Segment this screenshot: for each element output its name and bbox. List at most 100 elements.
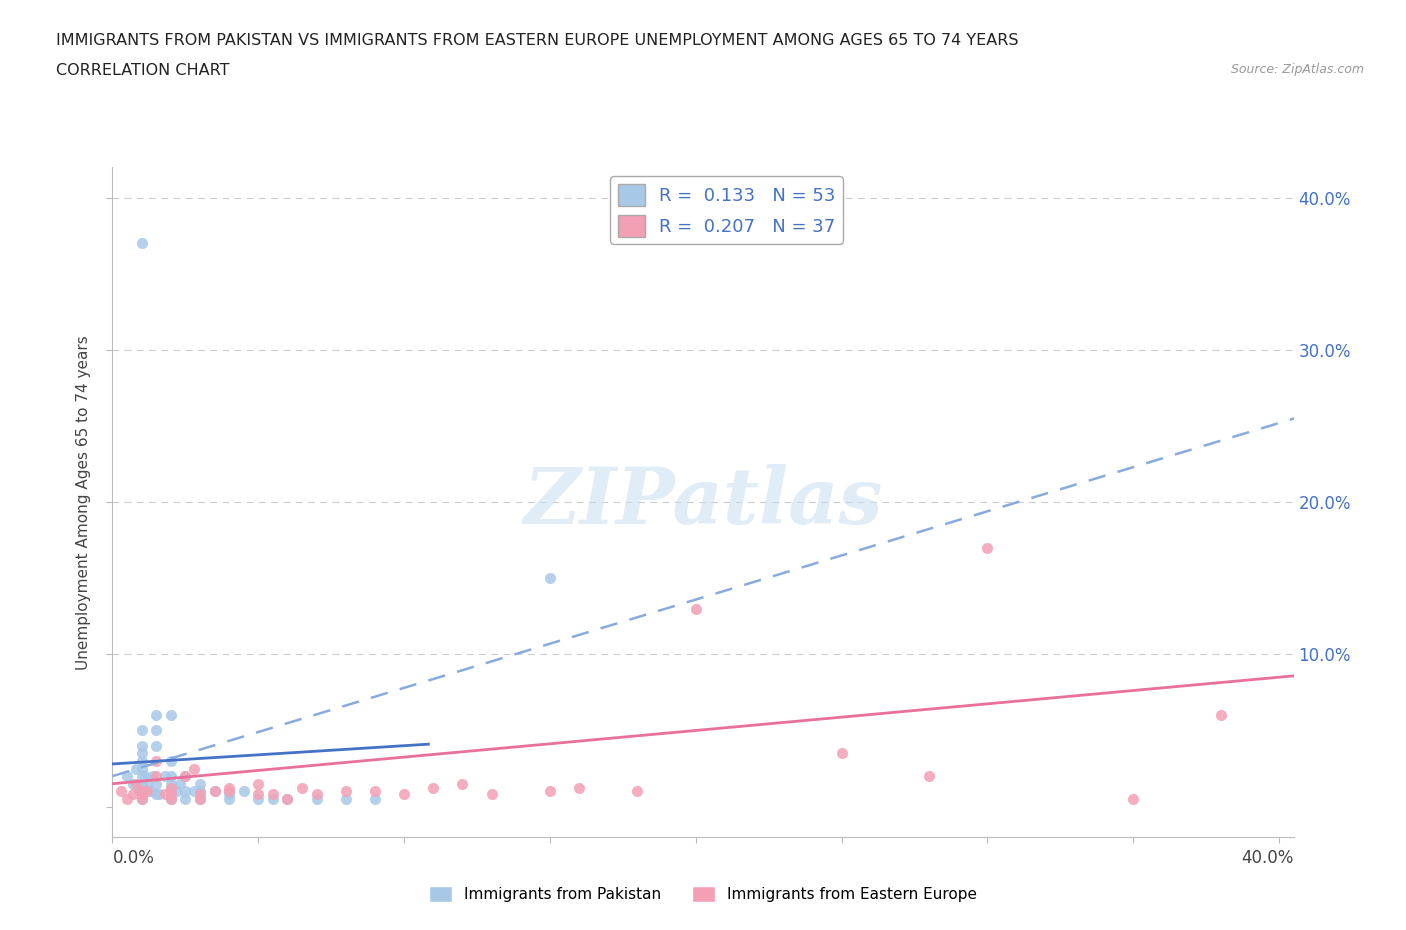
Point <box>148 787 170 802</box>
Point <box>276 791 298 806</box>
Point <box>218 787 240 802</box>
Point <box>169 777 191 791</box>
Point <box>451 777 474 791</box>
Point <box>128 784 150 799</box>
Point <box>335 791 357 806</box>
Point <box>115 791 138 806</box>
Point <box>262 791 284 806</box>
Text: CORRELATION CHART: CORRELATION CHART <box>56 63 229 78</box>
Point <box>145 769 167 784</box>
Point <box>188 791 211 806</box>
Point <box>218 781 240 796</box>
Point <box>131 769 153 784</box>
Point <box>538 571 561 586</box>
Point <box>626 784 648 799</box>
Point <box>159 787 181 802</box>
Point <box>204 784 226 799</box>
Point <box>131 791 153 806</box>
Point <box>142 769 165 784</box>
Point <box>122 777 145 791</box>
Point <box>131 746 153 761</box>
Point <box>174 769 197 784</box>
Point <box>174 784 197 799</box>
Y-axis label: Unemployment Among Ages 65 to 74 years: Unemployment Among Ages 65 to 74 years <box>76 335 91 670</box>
Text: 40.0%: 40.0% <box>1241 849 1294 867</box>
Point <box>131 236 153 251</box>
Point <box>218 791 240 806</box>
Point <box>392 787 415 802</box>
Point <box>1209 708 1232 723</box>
Point <box>422 781 444 796</box>
Point <box>918 769 941 784</box>
Point <box>183 784 205 799</box>
Point <box>188 784 211 799</box>
Point <box>183 761 205 776</box>
Legend: R =  0.133   N = 53, R =  0.207   N = 37: R = 0.133 N = 53, R = 0.207 N = 37 <box>610 177 842 244</box>
Point <box>335 784 357 799</box>
Point <box>131 787 153 802</box>
Point <box>364 791 387 806</box>
Point <box>153 787 176 802</box>
Point <box>204 784 226 799</box>
Point <box>159 787 181 802</box>
Point <box>174 791 197 806</box>
Point <box>247 791 270 806</box>
Text: ZIPatlas: ZIPatlas <box>523 464 883 540</box>
Point <box>364 784 387 799</box>
Point <box>232 784 254 799</box>
Point <box>159 753 181 768</box>
Point <box>125 761 148 776</box>
Point <box>159 791 181 806</box>
Point <box>159 781 181 796</box>
Legend: Immigrants from Pakistan, Immigrants from Eastern Europe: Immigrants from Pakistan, Immigrants fro… <box>423 880 983 909</box>
Point <box>145 738 167 753</box>
Point <box>305 791 328 806</box>
Point <box>131 777 153 791</box>
Point <box>188 777 211 791</box>
Point <box>110 784 132 799</box>
Point <box>166 784 188 799</box>
Point <box>131 761 153 776</box>
Point <box>218 784 240 799</box>
Point <box>145 777 167 791</box>
Point <box>131 738 153 753</box>
Point <box>115 769 138 784</box>
Point <box>976 540 998 555</box>
Point <box>122 787 145 802</box>
Point <box>136 777 159 791</box>
Point <box>188 787 211 802</box>
Point <box>159 784 181 799</box>
Point <box>159 777 181 791</box>
Point <box>131 787 153 802</box>
Point <box>305 787 328 802</box>
Point <box>247 777 270 791</box>
Point <box>136 784 159 799</box>
Text: 0.0%: 0.0% <box>112 849 155 867</box>
Point <box>1122 791 1144 806</box>
Text: Source: ZipAtlas.com: Source: ZipAtlas.com <box>1230 63 1364 76</box>
Point <box>145 753 167 768</box>
Point <box>538 784 561 799</box>
Point <box>131 784 153 799</box>
Point <box>291 781 314 796</box>
Point <box>568 781 591 796</box>
Point <box>188 791 211 806</box>
Point <box>685 602 707 617</box>
Point <box>134 769 156 784</box>
Point <box>247 787 270 802</box>
Point <box>262 787 284 802</box>
Point <box>159 769 181 784</box>
Point <box>481 787 503 802</box>
Point <box>276 791 298 806</box>
Point <box>131 784 153 799</box>
Point <box>159 708 181 723</box>
Point <box>131 723 153 737</box>
Point <box>139 784 162 799</box>
Point <box>131 753 153 768</box>
Point <box>145 723 167 737</box>
Text: IMMIGRANTS FROM PAKISTAN VS IMMIGRANTS FROM EASTERN EUROPE UNEMPLOYMENT AMONG AG: IMMIGRANTS FROM PAKISTAN VS IMMIGRANTS F… <box>56 33 1019 47</box>
Point <box>831 746 853 761</box>
Point <box>145 708 167 723</box>
Point <box>159 791 181 806</box>
Point <box>145 787 167 802</box>
